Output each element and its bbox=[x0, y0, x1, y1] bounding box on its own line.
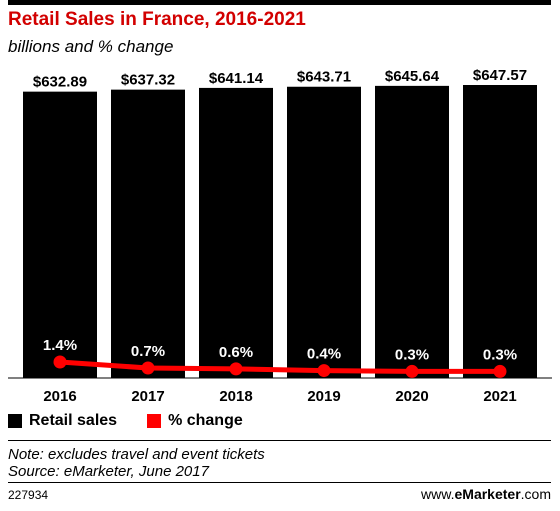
percent-value-label: 1.4% bbox=[43, 337, 77, 354]
source-note: Source: eMarketer, June 2017 bbox=[8, 463, 209, 480]
percent-value-label: 0.3% bbox=[483, 346, 517, 363]
bar-retail-sales bbox=[199, 87, 273, 378]
percent-value-label: 0.4% bbox=[307, 346, 341, 363]
x-tick-label: 2018 bbox=[219, 388, 252, 405]
bar-retail-sales bbox=[111, 89, 185, 378]
x-tick-label: 2020 bbox=[395, 388, 428, 405]
bar-retail-sales bbox=[375, 85, 449, 379]
chart-area: $632.89 $637.32 $641.14 $643.71 $645.64 $647.… bbox=[8, 67, 552, 405]
chart-id: 227934 bbox=[8, 488, 49, 502]
point-percent-change bbox=[405, 364, 419, 378]
percent-value-label: 0.7% bbox=[131, 343, 165, 360]
legend-label-percent-change: % change bbox=[168, 412, 243, 429]
point-percent-change bbox=[229, 362, 243, 376]
x-tick-label: 2019 bbox=[307, 388, 340, 405]
legend-label-retail-sales: Retail sales bbox=[29, 412, 118, 429]
chart-title: Retail Sales in France, 2016-2021 bbox=[8, 9, 306, 30]
bar-value-label: $632.89 bbox=[33, 74, 87, 91]
bar-value-label: $645.64 bbox=[385, 68, 440, 85]
brand-name: eMarketer bbox=[454, 486, 521, 502]
point-percent-change bbox=[493, 364, 507, 378]
bar-value-label: $641.14 bbox=[209, 70, 264, 87]
percent-value-label: 0.6% bbox=[219, 344, 253, 361]
bar-retail-sales bbox=[287, 86, 361, 379]
percent-value-label: 0.3% bbox=[395, 346, 429, 363]
bar-value-label: $643.71 bbox=[297, 69, 351, 86]
x-tick-label: 2021 bbox=[483, 388, 516, 405]
line-percent-change bbox=[57, 359, 503, 374]
brand-suffix: .com bbox=[520, 486, 551, 502]
point-percent-change bbox=[141, 361, 155, 375]
bar-value-label: $637.32 bbox=[121, 72, 175, 89]
legend-item-retail-sales: Retail sales bbox=[8, 412, 117, 430]
x-tick-label: 2016 bbox=[43, 388, 76, 405]
bar-retail-sales bbox=[23, 91, 97, 378]
legend-swatch-retail-sales bbox=[8, 414, 22, 428]
footnote: Note: excludes travel and event tickets bbox=[8, 446, 265, 463]
brand-logo: www.eMarketer.com bbox=[421, 486, 551, 502]
legend-swatch-percent-change bbox=[147, 414, 162, 428]
bar-retail-sales bbox=[463, 85, 537, 378]
divider bbox=[8, 440, 551, 441]
top-rule bbox=[8, 0, 551, 5]
chart-subtitle: billions and % change bbox=[8, 37, 174, 56]
brand-prefix: www. bbox=[421, 486, 455, 502]
point-percent-change bbox=[317, 364, 331, 378]
bar-value-label: $647.57 bbox=[473, 67, 527, 84]
legend: Retail sales % change bbox=[8, 412, 273, 430]
divider bbox=[8, 482, 551, 483]
point-percent-change bbox=[53, 355, 67, 369]
legend-item-percent-change: % change bbox=[147, 412, 243, 430]
x-tick-label: 2017 bbox=[131, 388, 164, 405]
